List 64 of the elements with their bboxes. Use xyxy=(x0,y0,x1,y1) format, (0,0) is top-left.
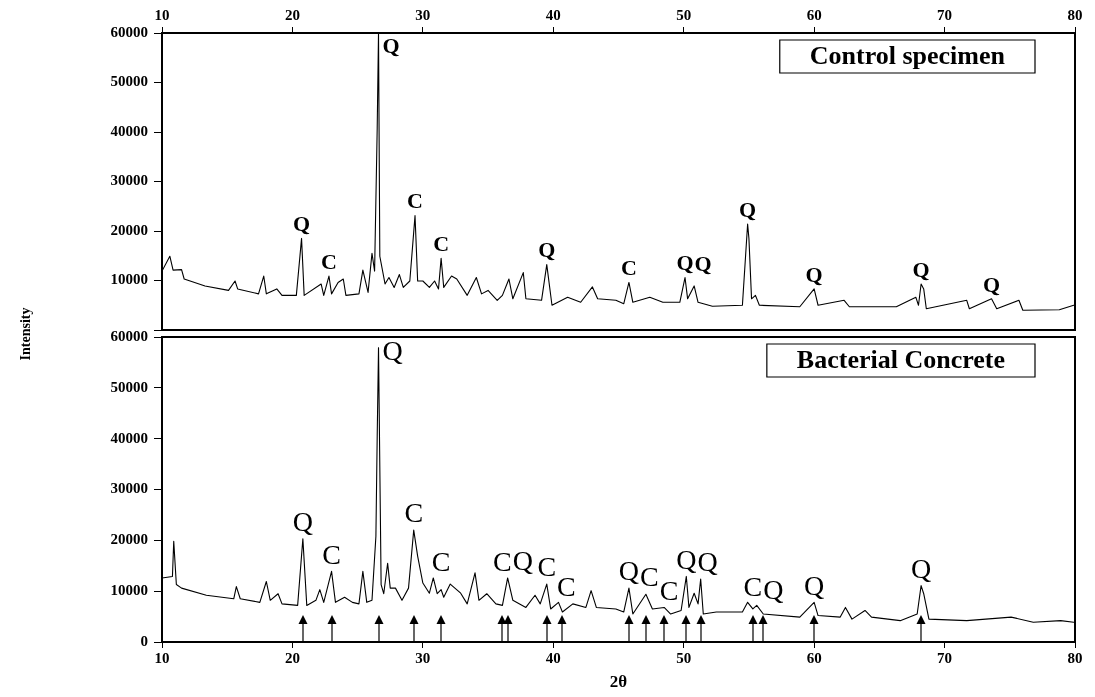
x-tick-label: 40 xyxy=(545,649,561,666)
annotation: C xyxy=(431,546,451,578)
chart-title: Bacterial Concrete xyxy=(796,345,1005,375)
annotation: Q xyxy=(512,545,533,577)
annotation: Q xyxy=(763,573,784,605)
x-tick-label: 30 xyxy=(415,649,431,666)
x-tick-label: 60 xyxy=(806,6,822,23)
annotation: Q xyxy=(910,552,932,584)
annotation: C xyxy=(620,255,637,281)
annotation: Q xyxy=(382,32,400,58)
x-axis-title: 2θ xyxy=(609,672,628,692)
annotation: C xyxy=(537,551,557,583)
x-tick-label: 60 xyxy=(806,649,822,666)
annotation: C xyxy=(433,230,450,256)
x-tick-label: 80 xyxy=(1067,649,1083,666)
x-tick-label: 70 xyxy=(937,649,953,666)
annotation: C xyxy=(743,570,763,602)
x-tick-label: 20 xyxy=(284,649,300,666)
y-axis-title: Intensity xyxy=(18,307,34,361)
annotation: Q xyxy=(538,237,556,263)
annotation: Q xyxy=(697,546,718,578)
x-tick-label: 30 xyxy=(415,6,431,23)
annotation: Q xyxy=(739,196,757,222)
y-tick-label: 30000 xyxy=(110,480,148,497)
x-tick-label: 40 xyxy=(545,6,561,23)
annotation: Q xyxy=(805,261,823,287)
annotation: Q xyxy=(676,543,697,575)
annotation: Q xyxy=(382,335,403,367)
x-tick-label: 20 xyxy=(284,6,300,23)
x-tick-label: 80 xyxy=(1067,6,1083,23)
annotation: Q xyxy=(293,211,311,237)
annotation: Q xyxy=(618,555,640,587)
chart-title: Control specimen xyxy=(809,41,1006,71)
x-tick-label: 10 xyxy=(154,6,170,23)
annotation: Q xyxy=(982,271,1001,297)
annotation: C xyxy=(640,561,659,593)
y-tick-label: 20000 xyxy=(110,531,148,548)
annotation: Q xyxy=(676,250,694,276)
annotation: C xyxy=(322,538,341,570)
y-tick-label: 10000 xyxy=(110,582,148,599)
x-tick-label: 70 xyxy=(937,6,953,23)
y-tick-label: 40000 xyxy=(110,429,148,446)
x-tick-label: 50 xyxy=(676,6,692,23)
annotation: C xyxy=(321,248,337,274)
annotation: Q xyxy=(292,506,313,538)
x-tick-label: 10 xyxy=(154,649,170,666)
y-tick-label: 40000 xyxy=(110,122,148,139)
y-tick-label: 50000 xyxy=(110,73,148,90)
annotation: Q xyxy=(694,251,712,277)
annotation: Q xyxy=(804,569,825,601)
x-tick-label: 50 xyxy=(676,649,692,666)
y-tick-label: 20000 xyxy=(110,221,148,238)
annotation: C xyxy=(493,546,512,578)
annotation: C xyxy=(557,570,576,602)
y-tick-label: 30000 xyxy=(110,172,148,189)
y-tick-label: 60000 xyxy=(110,23,148,40)
y-tick-label: 10000 xyxy=(110,271,148,288)
annotation: C xyxy=(659,574,679,606)
y-tick-label: 0 xyxy=(140,632,148,649)
annotation: C xyxy=(407,188,423,214)
annotation: Q xyxy=(912,256,930,282)
annotation: C xyxy=(404,497,424,529)
y-tick-label: 60000 xyxy=(110,327,148,344)
y-tick-label: 50000 xyxy=(110,378,148,395)
